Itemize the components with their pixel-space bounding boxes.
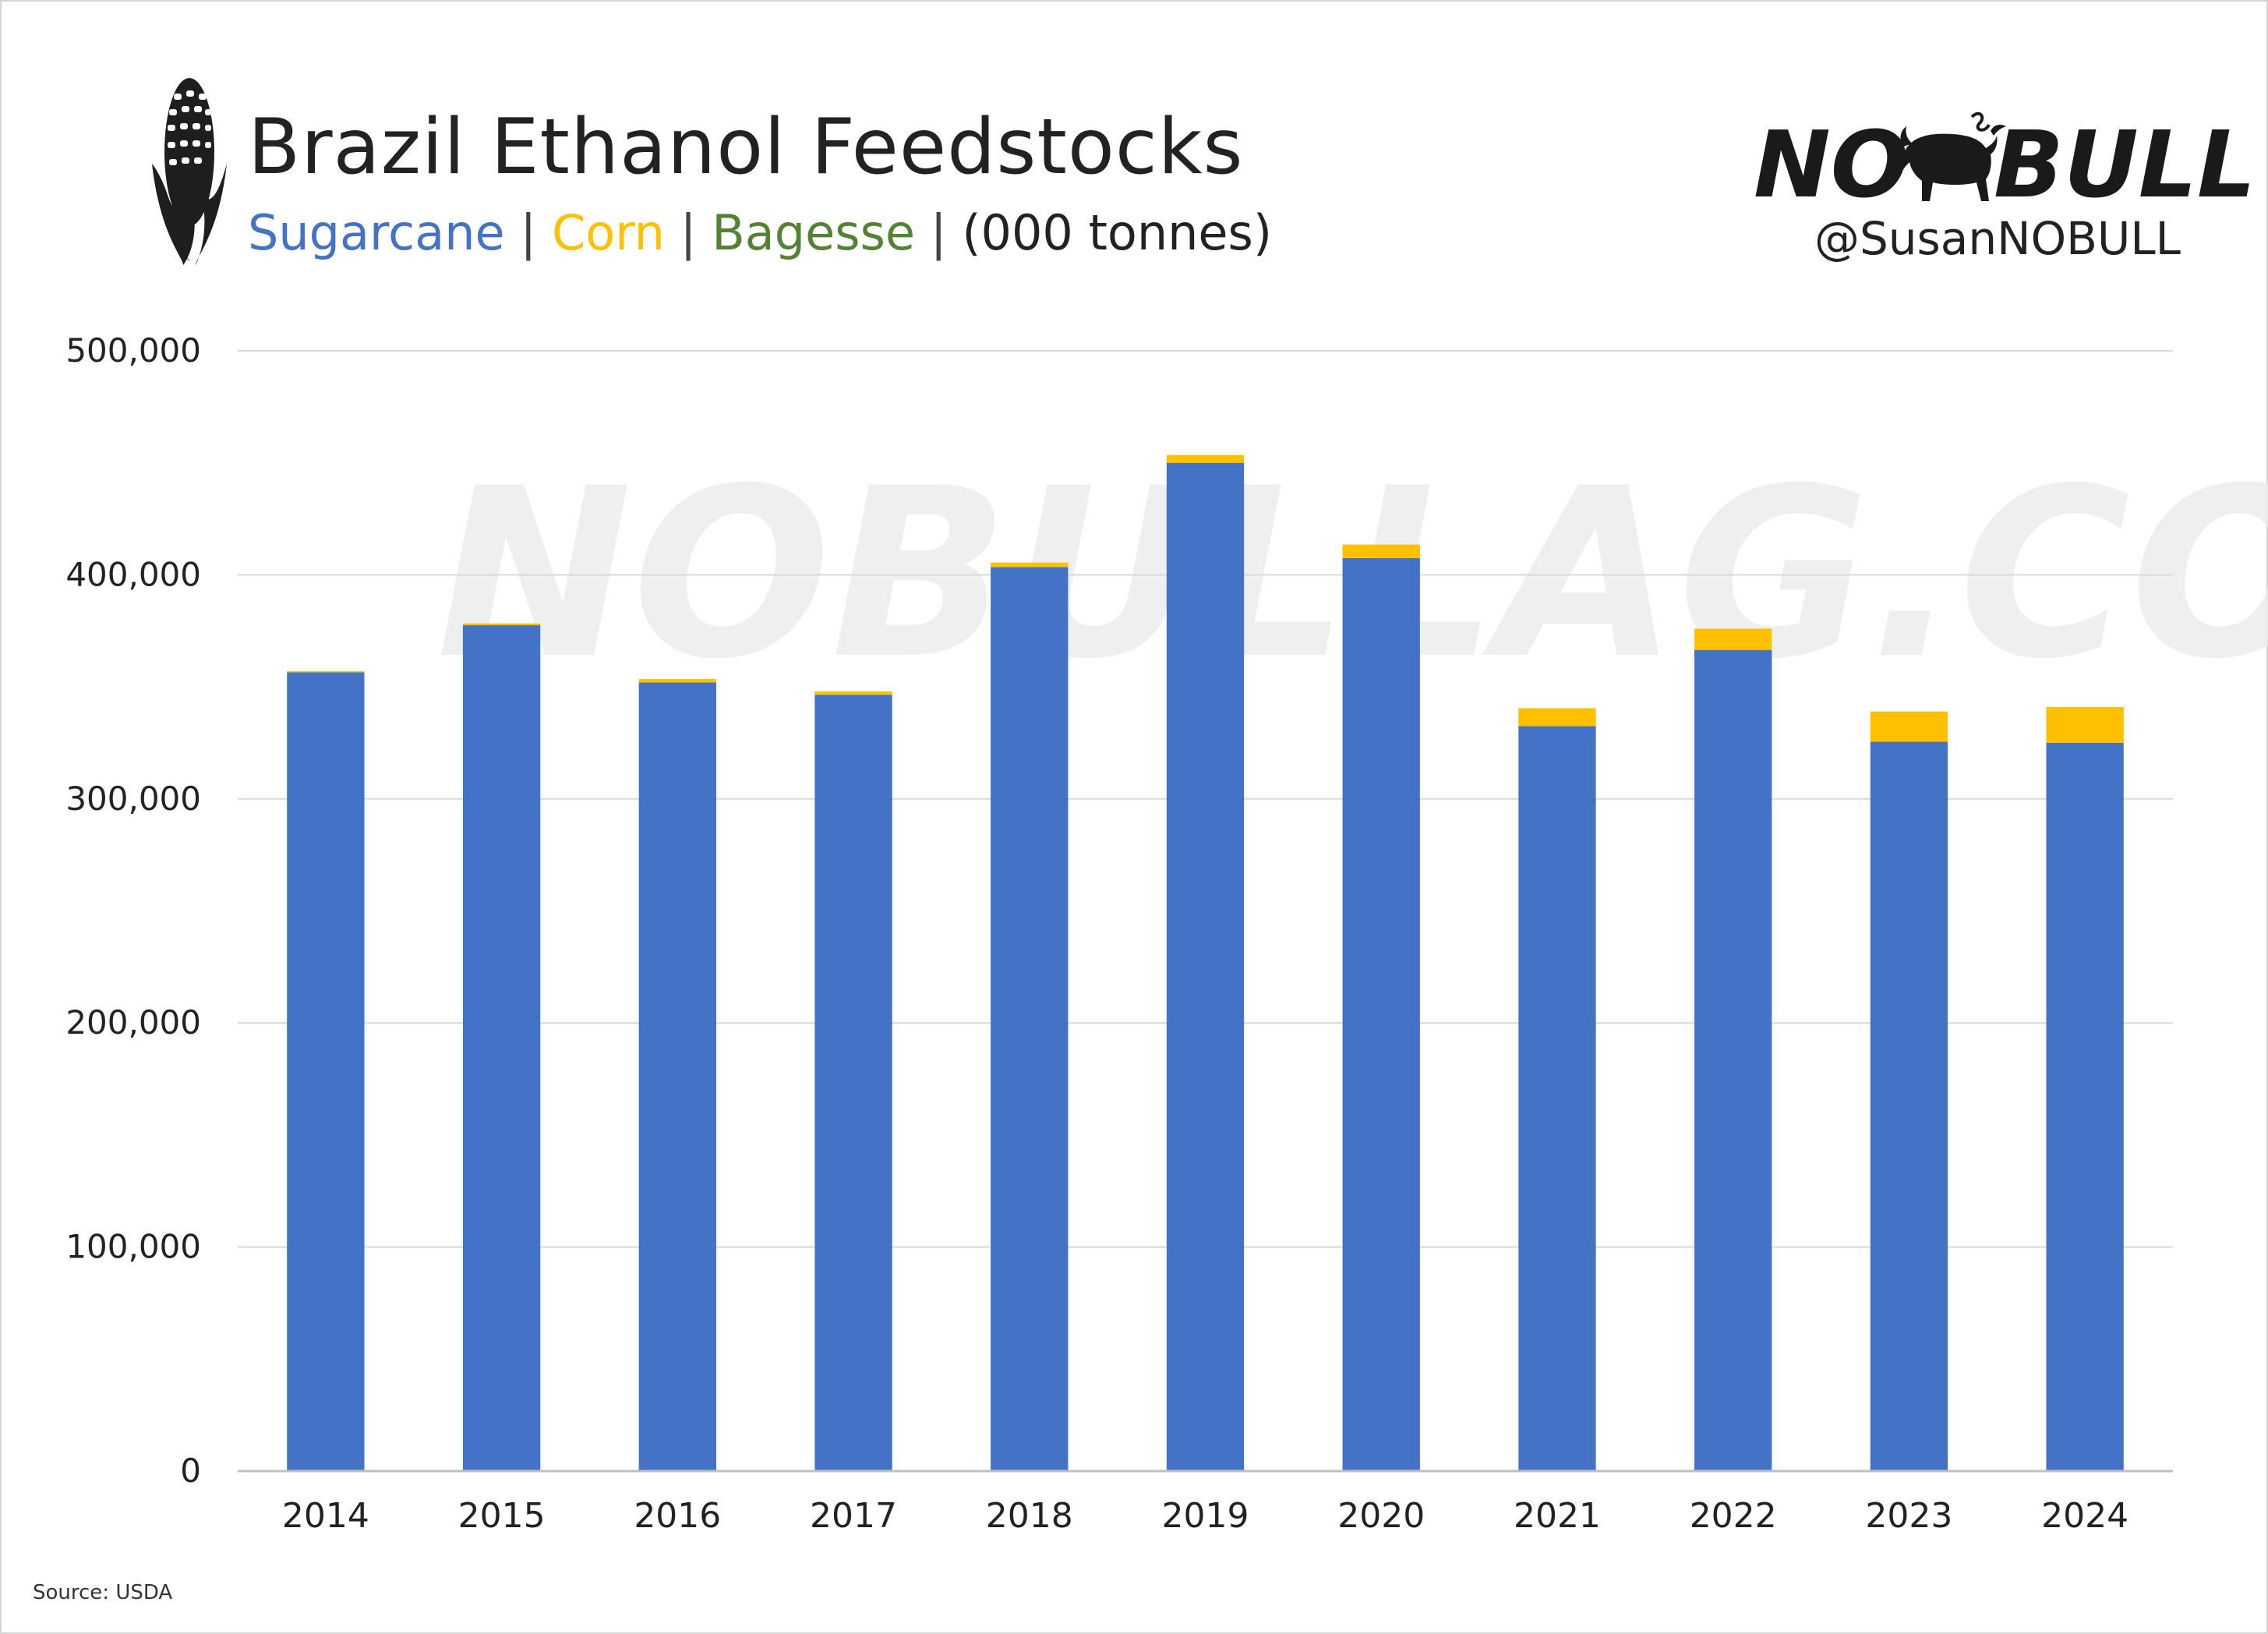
legend-separator: | <box>930 204 947 261</box>
bar-sugarcane-2016 <box>638 682 716 1471</box>
corn-cob-icon <box>152 78 227 265</box>
bull-icon <box>1900 125 2006 201</box>
x-axis: 2014 2015 2016 2017 2018 2019 2020 2021 2022 2023… <box>238 1470 2173 1536</box>
x-tick-label: 2021 <box>1514 1496 1601 1536</box>
y-tick-label: 200,000 <box>65 1003 201 1042</box>
bar-corn-2024 <box>2046 706 2124 743</box>
bar-sugarcane-2024 <box>2046 742 2124 1471</box>
x-tick-label: 2018 <box>986 1496 1073 1536</box>
y-tick-label: 0 <box>180 1452 201 1490</box>
source-note: Source: USDA <box>33 1581 173 1604</box>
legend-separator: | <box>520 204 537 261</box>
chart-subtitle: Sugarcane | Corn | Bagesse | (000 tonnes… <box>248 204 1272 261</box>
bar-corn-2016 <box>638 679 716 683</box>
bar-corn-2018 <box>991 562 1069 568</box>
x-tick-label: 2019 <box>1162 1496 1249 1536</box>
legend-bagesse: Bagesse <box>712 204 916 261</box>
y-tick-label: 300,000 <box>65 780 201 818</box>
chart-title: Brazil Ethanol Feedstocks <box>248 103 1244 192</box>
bar-sugarcane-2020 <box>1342 557 1420 1471</box>
y-tick-label: 500,000 <box>65 331 201 370</box>
x-tick-label: 2020 <box>1337 1496 1425 1536</box>
bar-corn-2015 <box>462 623 541 626</box>
bar-sugarcane-2022 <box>1694 649 1772 1472</box>
bar-corn-2017 <box>814 691 892 695</box>
unit-label: (000 tonnes) <box>962 204 1273 261</box>
nobull-logo: NO BULL <box>1754 111 2256 218</box>
bar-sugarcane-2019 <box>1166 462 1245 1472</box>
x-tick-label: 2022 <box>1690 1496 1777 1536</box>
bar-corn-2020 <box>1342 544 1420 558</box>
y-tick-label: 100,000 <box>65 1228 201 1266</box>
bar-corn-2023 <box>1870 711 1948 742</box>
x-tick-label: 2024 <box>2041 1496 2128 1536</box>
x-tick-label: 2015 <box>458 1496 546 1536</box>
bar-corn-2021 <box>1518 708 1596 727</box>
legend-sugarcane: Sugarcane <box>248 204 505 261</box>
bar-sugarcane-2015 <box>462 625 541 1472</box>
y-tick-label: 400,000 <box>65 555 201 593</box>
x-tick-label: 2023 <box>1865 1496 1952 1536</box>
bar-sugarcane-2018 <box>991 567 1069 1471</box>
x-tick-label: 2016 <box>634 1496 721 1536</box>
bar-corn-2014 <box>287 670 365 673</box>
bars <box>287 454 2124 1472</box>
bar-sugarcane-2021 <box>1518 726 1596 1471</box>
bar-corn-2019 <box>1166 454 1245 463</box>
logo-text-right: BULL <box>1994 111 2256 218</box>
legend-separator: | <box>680 204 697 261</box>
bar-sugarcane-2023 <box>1870 741 1948 1471</box>
bar-corn-2022 <box>1694 628 1772 650</box>
author-handle: @SusanNOBULL <box>1814 212 2181 265</box>
logo-text-left: NO <box>1754 111 1909 218</box>
x-tick-label: 2014 <box>282 1496 369 1536</box>
legend-corn: Corn <box>551 204 665 261</box>
x-tick-label: 2017 <box>810 1496 897 1536</box>
y-axis: 0 100,000 200,000 300,000 400,000 500,000 <box>65 331 201 1490</box>
bar-sugarcane-2017 <box>814 695 892 1471</box>
bar-sugarcane-2014 <box>287 672 365 1472</box>
